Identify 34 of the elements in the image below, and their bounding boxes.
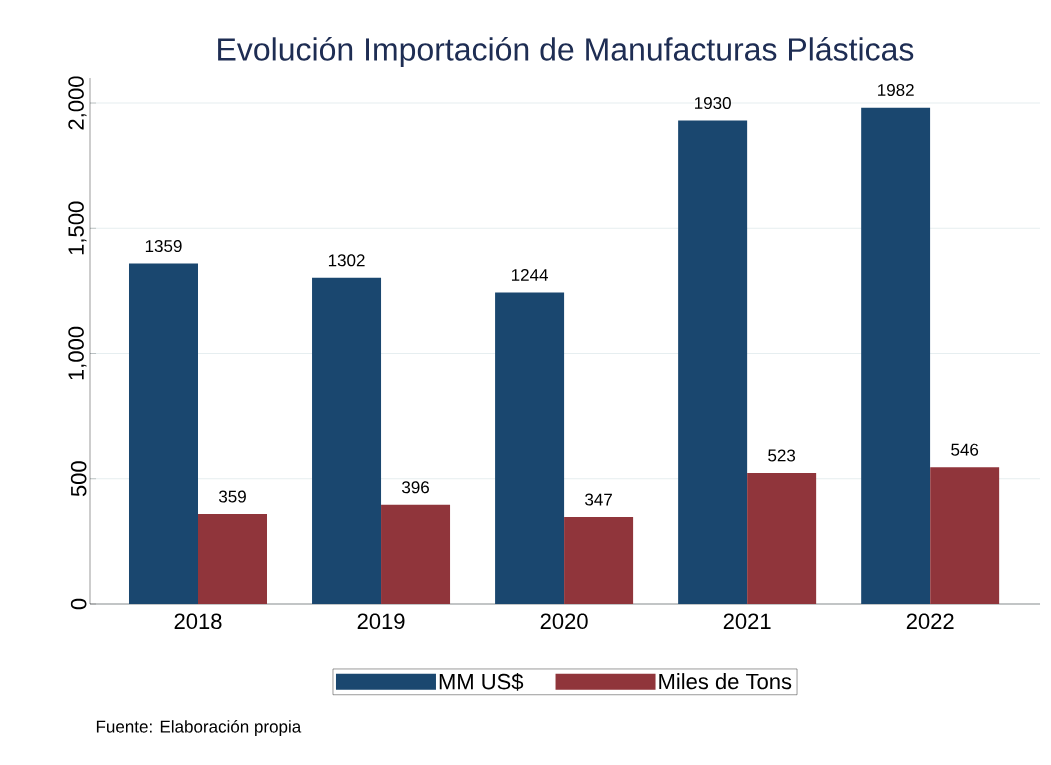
bar bbox=[930, 467, 1000, 604]
data-label: 396 bbox=[402, 481, 429, 494]
bar bbox=[495, 292, 565, 604]
y-tick-label: 1,000 bbox=[68, 326, 87, 380]
data-label: 523 bbox=[768, 449, 796, 462]
bar bbox=[564, 517, 634, 604]
chart-title: Evolución Importación de Manufacturas Plásticas bbox=[218, 36, 914, 68]
data-label: 1302 bbox=[328, 254, 365, 267]
bar bbox=[198, 514, 268, 604]
data-label: 546 bbox=[951, 443, 979, 456]
bar bbox=[381, 504, 451, 604]
y-tick-label: 500 bbox=[70, 461, 87, 497]
data-label: 1930 bbox=[695, 97, 731, 110]
data-label: 1244 bbox=[511, 269, 548, 281]
legend-label: MM US$ bbox=[439, 672, 524, 691]
x-tick-label: 2018 bbox=[174, 613, 222, 630]
bar bbox=[678, 120, 748, 604]
y-tick-label: 2,000 bbox=[68, 76, 87, 130]
bar bbox=[861, 107, 931, 604]
bar bbox=[128, 263, 198, 604]
y-tick-label: 1,500 bbox=[68, 201, 87, 255]
legend-label: Miles de Tons bbox=[659, 673, 792, 690]
x-tick-label: 2021 bbox=[723, 613, 771, 630]
x-tick-label: 2020 bbox=[540, 613, 588, 630]
data-label: 1982 bbox=[878, 83, 914, 97]
x-tick-label: 2019 bbox=[357, 613, 405, 630]
source-note: Fuente: Elaboración propia bbox=[96, 719, 302, 737]
y-tick-label: 0 bbox=[70, 598, 87, 610]
data-label: 347 bbox=[585, 493, 612, 506]
bar bbox=[747, 473, 817, 604]
x-tick-label: 2022 bbox=[906, 613, 954, 630]
bar bbox=[312, 277, 382, 604]
data-label: 1359 bbox=[145, 240, 182, 253]
data-label: 359 bbox=[218, 490, 246, 503]
